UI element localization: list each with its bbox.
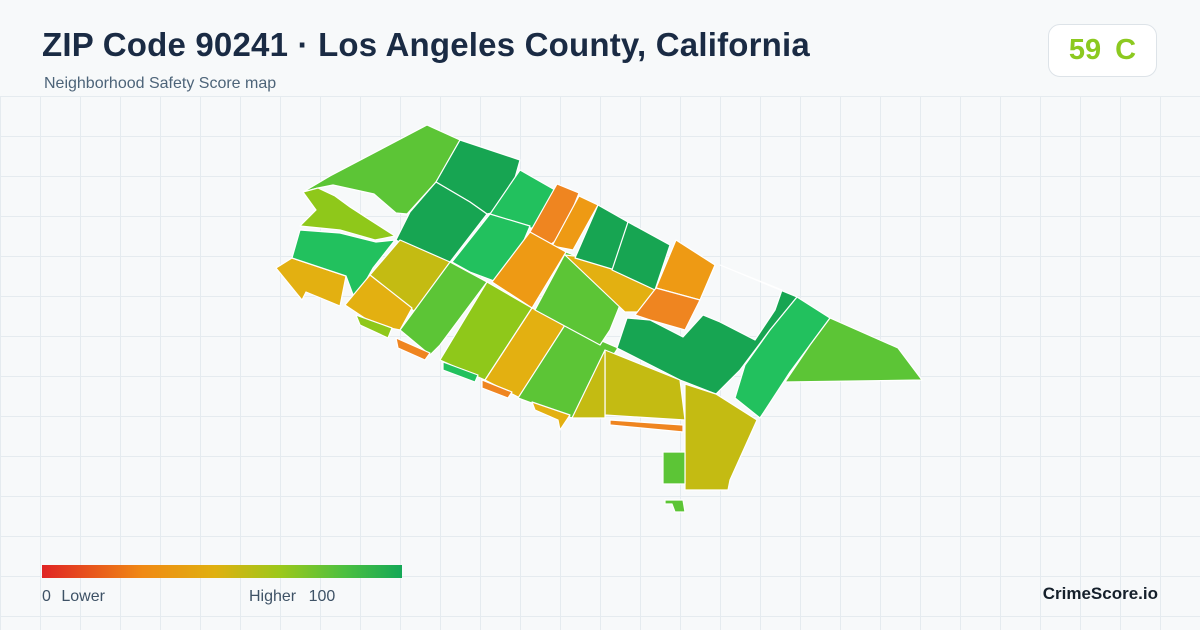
- map-region[interactable]: [531, 401, 571, 431]
- map-region[interactable]: [302, 124, 461, 215]
- legend-color-bar: [42, 565, 402, 578]
- legend-min-value: 0: [42, 588, 51, 605]
- map-region[interactable]: [634, 287, 701, 331]
- map-region[interactable]: [664, 499, 686, 513]
- legend-max-value: 100: [308, 588, 336, 605]
- map-region[interactable]: [442, 361, 479, 383]
- map-region[interactable]: [551, 195, 599, 251]
- map-region[interactable]: [299, 187, 396, 241]
- legend-min-text: Lower: [61, 588, 105, 605]
- safety-score-badge: 59 C: [1048, 24, 1157, 77]
- score-grade: C: [1115, 34, 1137, 66]
- legend-min-label: 0 Lower: [42, 588, 105, 606]
- legend-max-text: Higher: [249, 588, 297, 605]
- map-region[interactable]: [481, 379, 513, 399]
- map-region[interactable]: [571, 349, 606, 419]
- map-region[interactable]: [395, 337, 431, 361]
- score-value: 59: [1068, 34, 1102, 66]
- page-title: ZIP Code 90241 · Los Angeles County, Cal…: [42, 26, 810, 63]
- map-region[interactable]: [684, 383, 758, 491]
- map-region[interactable]: [784, 317, 923, 383]
- map-region[interactable]: [291, 229, 396, 301]
- page-subtitle: Neighborhood Safety Score map: [44, 75, 277, 92]
- map-region[interactable]: [662, 451, 686, 485]
- map-region[interactable]: [355, 314, 393, 339]
- map-region[interactable]: [399, 261, 488, 356]
- map-region[interactable]: [609, 419, 684, 433]
- legend-max-label: Higher 100: [249, 588, 341, 606]
- brand-logo-text: CrimeScore.io: [1042, 584, 1158, 603]
